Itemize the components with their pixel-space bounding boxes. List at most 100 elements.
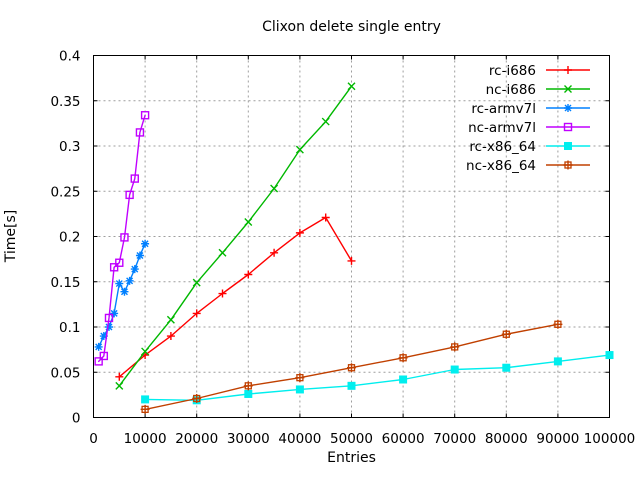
legend-label: nc-x86_64 — [466, 158, 536, 174]
series-rc-armv7l-line — [97, 242, 146, 348]
legend: rc-i686 nc-i686 rc-armv7l nc-armv7l rc-x86_6… — [466, 63, 590, 174]
square-open-marker — [109, 263, 119, 272]
y-tick-label: 0 — [72, 411, 81, 427]
square-plus-marker — [295, 373, 305, 383]
legend-label: nc-armv7l — [468, 120, 536, 136]
x-tick-label: 80000 — [485, 431, 528, 447]
asterisk-marker — [141, 239, 150, 248]
axis-ticks — [93, 55, 610, 418]
legend-label: rc-i686 — [489, 63, 536, 79]
y-tick-label: 0.15 — [50, 275, 80, 291]
x-tick-label: 40000 — [278, 431, 321, 447]
plus-marker — [115, 372, 124, 381]
chart-title: Clixon delete single entry — [262, 19, 441, 35]
plus-marker — [166, 332, 175, 341]
x-tick-label: 100000 — [584, 431, 636, 447]
y-tick-label: 0.35 — [50, 94, 80, 110]
square-filled-marker — [295, 385, 304, 394]
square-filled-marker — [347, 381, 356, 390]
legend-label: rc-x86_64 — [469, 139, 536, 155]
square-filled-marker — [141, 395, 150, 404]
grid-lines — [93, 55, 610, 418]
square-filled-marker — [564, 142, 572, 150]
x-tick-label: 60000 — [382, 431, 425, 447]
legend-item-rc-i686: rc-i686 — [489, 63, 590, 79]
square-plus-marker — [450, 342, 460, 352]
plus-marker — [192, 309, 201, 318]
cross-marker — [321, 117, 330, 126]
square-filled-marker — [553, 357, 562, 366]
cross-marker — [115, 381, 124, 390]
series-nc-i686 — [115, 82, 356, 390]
plus-marker — [244, 270, 253, 279]
series-rc-x86_64-line — [144, 354, 611, 401]
y-tick-label: 0.25 — [50, 184, 80, 200]
square-plus-marker — [563, 160, 573, 170]
x-tick-label: 10000 — [124, 431, 167, 447]
square-filled-marker — [450, 365, 459, 374]
asterisk-marker — [94, 342, 103, 351]
asterisk-marker — [104, 323, 113, 331]
asterisk-marker — [130, 265, 139, 274]
y-tick-label: 0.3 — [59, 139, 80, 155]
series-rc-i686 — [115, 213, 356, 381]
x-axis-label: Entries — [327, 450, 376, 466]
plus-marker — [270, 248, 279, 257]
asterisk-marker — [135, 251, 144, 260]
cross-marker — [244, 218, 253, 227]
square-open-marker — [115, 258, 124, 267]
square-plus-marker — [140, 404, 150, 414]
legend-label: nc-i686 — [486, 82, 536, 98]
cross-marker — [166, 315, 175, 324]
square-filled-marker — [502, 363, 511, 372]
asterisk-marker — [99, 332, 108, 341]
square-filled-marker — [244, 389, 253, 398]
cross-marker — [141, 347, 150, 356]
square-plus-marker — [398, 353, 408, 363]
square-open-marker — [135, 128, 145, 137]
square-open-marker — [99, 351, 109, 361]
series-nc-armv7l — [94, 111, 150, 366]
x-tick-label: 30000 — [227, 431, 270, 447]
tick-labels: 0 10000 20000 30000 40000 50000 60000 70000 8000… — [50, 49, 635, 448]
legend-item-nc-x86_64: nc-x86_64 — [466, 158, 590, 174]
series-rc-x86_64 — [141, 351, 614, 405]
asterisk-marker — [120, 287, 129, 296]
cross-marker — [270, 184, 279, 193]
legend-item-nc-armv7l: nc-armv7l — [468, 120, 590, 136]
y-tick-label: 0.2 — [59, 230, 80, 246]
cross-marker — [347, 82, 356, 91]
square-open-marker — [140, 111, 150, 120]
square-open-marker — [130, 174, 139, 183]
y-tick-label: 0.4 — [59, 49, 80, 65]
x-tick-label: 0 — [89, 431, 98, 447]
square-plus-marker — [192, 393, 202, 403]
square-plus-marker — [501, 329, 511, 339]
asterisk-marker — [125, 276, 134, 285]
series-nc-i686-line — [118, 85, 353, 387]
legend-item-rc-x86_64: rc-x86_64 — [469, 139, 590, 155]
y-tick-label: 0.05 — [50, 365, 80, 381]
square-open-marker — [125, 190, 134, 200]
series-rc-i686-line — [118, 216, 353, 378]
square-open-marker — [563, 122, 573, 132]
series-nc-armv7l-line — [97, 114, 146, 363]
cross-marker — [564, 85, 572, 93]
x-tick-label: 70000 — [433, 431, 476, 447]
square-plus-marker — [347, 363, 356, 373]
plus-marker — [347, 256, 356, 265]
legend-item-nc-i686: nc-i686 — [486, 82, 590, 98]
cross-marker — [192, 278, 201, 287]
square-filled-marker — [399, 375, 408, 384]
plus-marker — [321, 213, 330, 222]
square-plus-marker — [553, 319, 563, 329]
asterisk-marker — [115, 279, 124, 288]
x-tick-label: 50000 — [330, 431, 373, 447]
plus-marker — [295, 228, 304, 237]
square-filled-marker — [605, 351, 614, 360]
asterisk-marker — [564, 104, 572, 112]
y-tick-label: 0.1 — [59, 320, 80, 336]
x-tick-label: 90000 — [536, 431, 579, 447]
